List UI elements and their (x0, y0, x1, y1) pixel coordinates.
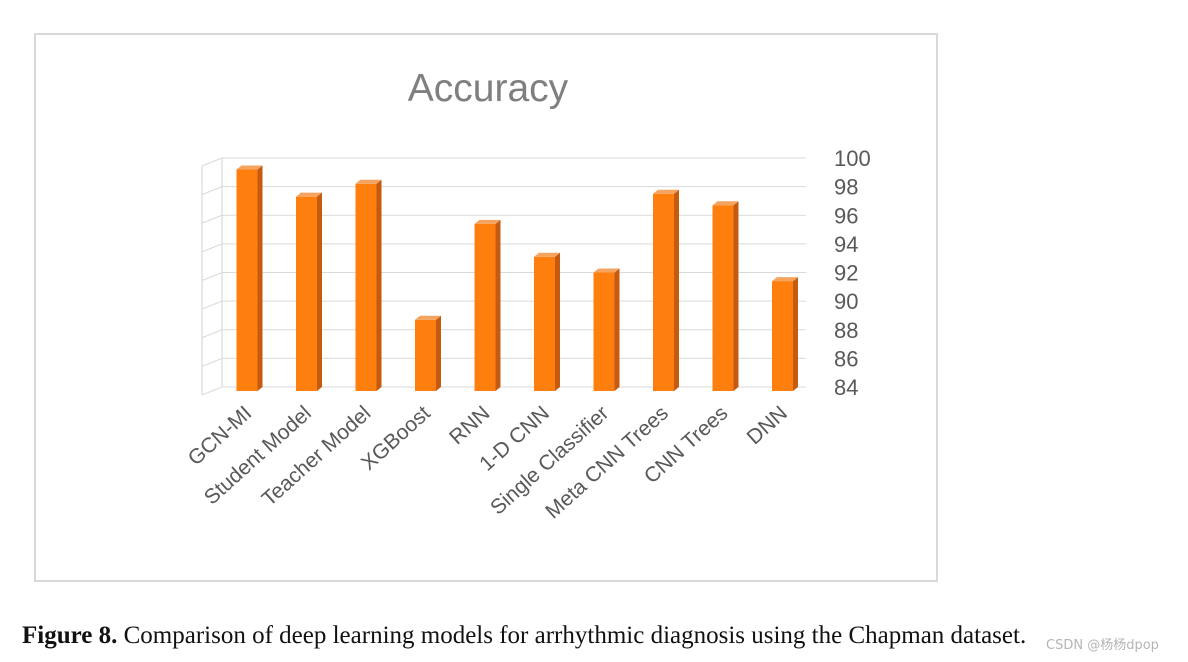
bar-top (712, 201, 739, 206)
bar (653, 193, 674, 391)
y-tick-label: 88 (834, 318, 858, 343)
y-tick-label: 84 (834, 375, 858, 400)
bar-side (733, 201, 739, 391)
watermark: CSDN @杨杨dpop (1046, 638, 1159, 653)
bar-top (772, 277, 798, 282)
gridline (201, 243, 806, 253)
bar-top (593, 268, 620, 273)
bar (355, 183, 377, 391)
bar-top (236, 165, 263, 170)
bar-side (674, 189, 679, 391)
bar-top (474, 219, 501, 224)
bar-side (376, 179, 382, 391)
y-tick-label: 94 (834, 232, 858, 257)
bar-top (415, 315, 441, 320)
y-tick-labels: 84 86 88 90 92 94 96 98 100 (834, 146, 871, 400)
bar-side (257, 165, 263, 391)
gridline (201, 157, 806, 167)
gridline (201, 186, 806, 196)
y-tick-label: 96 (834, 203, 858, 228)
gridline (201, 214, 806, 224)
bar-top (296, 192, 322, 197)
y-tick-label: 86 (834, 346, 858, 371)
bar (474, 223, 496, 391)
x-tick-label: DNN (743, 402, 792, 450)
bar (772, 281, 793, 391)
bar (712, 205, 734, 391)
grid-layer (201, 157, 806, 396)
bar-top (355, 179, 382, 184)
y-tick-label: 98 (834, 175, 858, 200)
bar-top (653, 189, 679, 194)
caption-text: Comparison of deep learning models for a… (117, 622, 1027, 649)
chart-title: Accuracy (408, 67, 569, 110)
chart-frame: 84 86 88 90 92 94 96 98 100 GCN-MI Student Model T… (34, 33, 938, 582)
bar-side (614, 268, 620, 391)
bar (296, 196, 317, 391)
x-tick-label: RNN (445, 402, 494, 450)
bars-layer (236, 165, 798, 391)
bar-side (495, 219, 501, 391)
caption-label: Figure 8. (22, 622, 118, 649)
bar-side (317, 192, 322, 391)
bar-side (555, 252, 560, 391)
bar (534, 256, 555, 391)
bar (415, 319, 436, 391)
bar (236, 169, 258, 391)
bar (593, 272, 615, 391)
y-tick-label: 100 (834, 146, 871, 171)
figure-caption: Figure 8. Comparison of deep learning mo… (22, 618, 1182, 654)
bar-side (436, 315, 441, 391)
y-tick-label: 90 (834, 289, 858, 314)
bar-top (534, 252, 560, 257)
y-tick-label: 92 (834, 261, 858, 286)
bar-side (793, 277, 798, 391)
